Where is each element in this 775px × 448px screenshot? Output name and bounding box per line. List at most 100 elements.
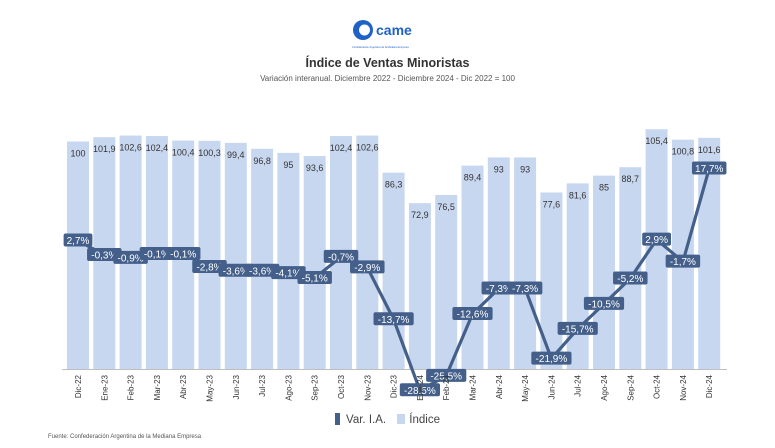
bar-value-label: 100,4: [172, 148, 195, 158]
x-tick-label: Ene-24: [416, 374, 425, 400]
line-data-label: -2,8%: [196, 262, 222, 273]
x-tick-label: Feb-24: [442, 374, 451, 400]
line-label-box: [165, 246, 201, 260]
legend-bar-swatch: [397, 414, 406, 424]
line-label-box: [271, 266, 306, 280]
x-tick-label: Jul-24: [574, 374, 583, 396]
line-label-box: [87, 247, 122, 261]
line-data-label: -25,5%: [430, 371, 462, 382]
x-tick-label: Dic-23: [390, 374, 399, 398]
line-label-box: [218, 263, 254, 277]
bar-indice: [540, 192, 563, 369]
source-note: Fuente: Confederación Argentina de la Me…: [48, 434, 202, 440]
bar-indice: [514, 157, 537, 369]
line-label-box: [507, 281, 543, 295]
line-data-label: -0,9%: [118, 253, 144, 264]
legend-line-label: Var. I.A.: [346, 414, 387, 426]
legend-bar-label: Índice: [409, 414, 440, 426]
logo-brand: came: [376, 22, 412, 38]
x-tick-label: Jun-24: [547, 374, 556, 399]
bar-indice: [566, 183, 589, 369]
bar-value-label: 102,6: [356, 143, 379, 153]
bar-indice: [461, 165, 484, 369]
x-tick-label: Abr-24: [495, 374, 504, 399]
line-data-label: -0,1%: [144, 249, 170, 260]
line-data-label: -3,6%: [249, 266, 275, 277]
line-data-label: -4,1%: [275, 269, 301, 280]
legend-line-swatch: [335, 413, 341, 425]
bar-value-label: 72,9: [411, 210, 429, 220]
line-data-label: -21,9%: [536, 354, 568, 365]
line-data-label: -12,6%: [457, 309, 489, 320]
line-data-label: -5,1%: [302, 273, 328, 284]
bar-indice: [698, 137, 721, 369]
bar-indice: [593, 175, 615, 369]
chart-title: Índice de Ventas Minoristas: [305, 56, 470, 70]
line-label-box: [691, 161, 727, 175]
legend-item-line: Var. I.A.: [335, 413, 386, 426]
line-label-box: [481, 281, 517, 295]
bar-value-label: 105,4: [645, 136, 668, 146]
bar-indice: [277, 152, 300, 369]
bar-value-label: 102,4: [146, 143, 169, 153]
x-tick-label: Ago-24: [600, 374, 609, 400]
line-label-box: [583, 296, 625, 310]
line-label-box: [531, 351, 572, 365]
x-tick-label: Dic-22: [74, 374, 83, 398]
logo-tagline: Confederación Argentina de la Mediana Em…: [352, 45, 409, 49]
line-data-label: 2,9%: [645, 235, 668, 246]
x-tick-label: Ago-23: [284, 374, 293, 400]
line-label-box: [244, 263, 280, 277]
bar-indice: [251, 148, 274, 369]
line-label-box: [642, 232, 671, 246]
line-data-label: -3,6%: [223, 266, 249, 277]
x-tick-label: Sep-23: [311, 374, 320, 400]
bar-value-label: 101,9: [93, 144, 116, 154]
line-data-label: -7,3%: [486, 284, 512, 295]
line-data-label: -5,2%: [617, 274, 643, 285]
chart-plot: 100 101,9 102,6 102,4 100,4 100,3 99,496,8 95 93…: [62, 129, 727, 402]
bar-value-label: 102,4: [330, 143, 353, 153]
x-tick-label: Oct-23: [337, 374, 346, 399]
line-label-box: [373, 312, 414, 326]
x-tick-label: Nov-23: [363, 374, 372, 400]
bar-value-label: 81,6: [569, 190, 587, 200]
x-tick-label: Oct-24: [653, 374, 662, 399]
x-tick-label: May-23: [206, 374, 215, 401]
bar-value-label: 93: [520, 164, 530, 174]
line-data-label: -1,7%: [670, 257, 696, 268]
line-label-box: [139, 246, 175, 260]
bar-value-label: 89,4: [464, 173, 482, 183]
bar-value-label: 102,6: [119, 143, 142, 153]
line-label-box: [350, 260, 385, 274]
line-label-box: [399, 383, 440, 397]
x-tick-label: Jul-23: [258, 374, 267, 396]
bar-indice: [67, 141, 89, 369]
bar-value-label: 93,6: [306, 163, 324, 173]
bar-value-label: 101,6: [698, 145, 721, 155]
x-tick-label: Dic-24: [705, 374, 714, 398]
x-tick-label: Sep-24: [626, 374, 635, 400]
bar-indice: [671, 139, 694, 369]
x-tick-label: May-24: [521, 374, 530, 401]
came-logo: came Confederación Argentina de la Media…: [352, 20, 412, 49]
bar-value-label: 85: [599, 183, 609, 193]
line-data-label: -28,5%: [404, 386, 436, 397]
bar-indice: [487, 157, 510, 369]
line-label-box: [63, 233, 93, 247]
bar-indice: [198, 140, 221, 369]
bar-indice: [303, 156, 326, 369]
line-data-label: -15,7%: [562, 324, 594, 335]
x-tick-label: Feb-23: [127, 374, 136, 400]
x-tick-label: Ene-23: [100, 374, 109, 400]
line-data-label: -2,9%: [354, 263, 380, 274]
bar-value-label: 86,3: [385, 180, 403, 190]
x-tick-label: Nov-24: [679, 374, 688, 400]
x-tick-label: Mar-23: [153, 374, 162, 400]
line-label-box: [557, 321, 598, 335]
bar-value-label: 100: [70, 149, 85, 159]
bar-indice: [224, 142, 247, 369]
x-tick-label: Mar-24: [469, 374, 478, 400]
legend-item-bar: Índice: [397, 414, 440, 426]
bar-value-label: 77,6: [543, 199, 561, 209]
